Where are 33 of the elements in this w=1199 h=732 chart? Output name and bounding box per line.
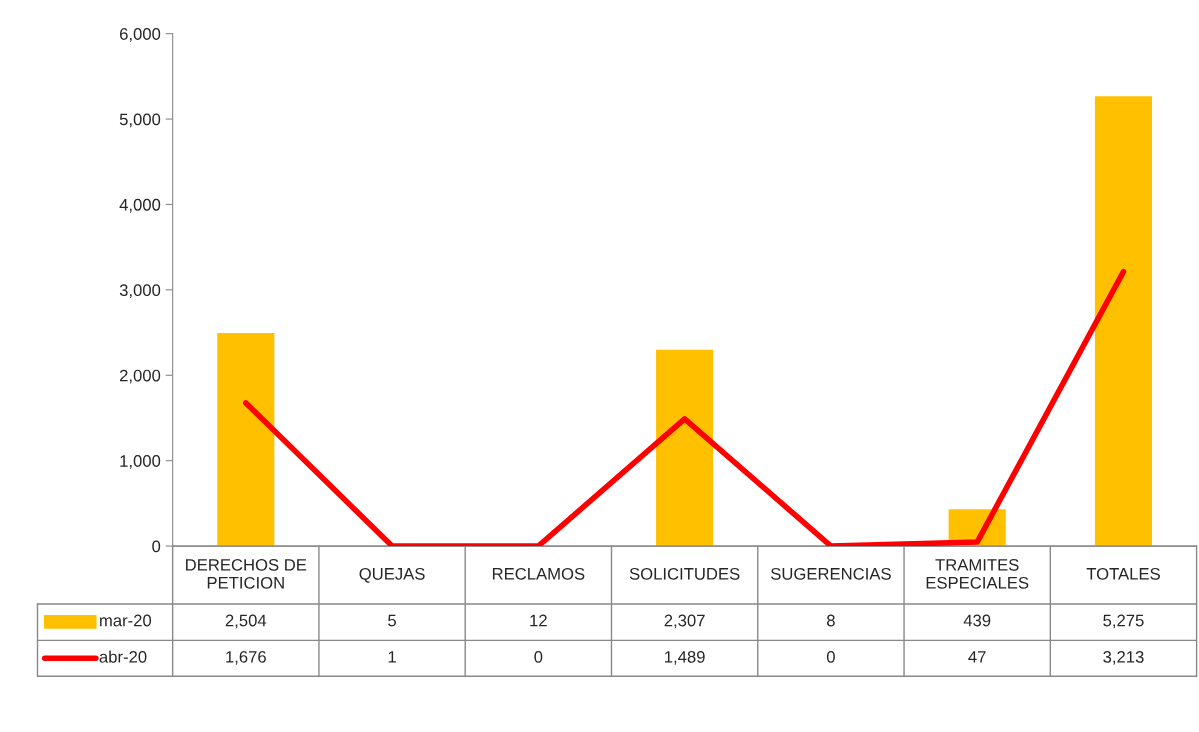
data-label: 1,676 <box>226 650 266 665</box>
legend-label: mar-20 <box>100 614 152 627</box>
data-label: 2,307 <box>664 614 705 629</box>
x-tick-label: DERECHOS DE PETICION <box>186 558 307 589</box>
data-label: 439 <box>963 614 991 627</box>
y-tick-label: 4,000 <box>119 198 161 213</box>
data-label: 3,213 <box>1103 650 1144 665</box>
data-label: 2,504 <box>225 614 267 629</box>
x-tick-label: SOLICITUDES <box>629 567 740 580</box>
x-tick-label: SUGERENCIAS <box>771 567 891 580</box>
bar <box>1093 94 1154 547</box>
data-label: 5,275 <box>1103 614 1144 629</box>
data-label: 5 <box>388 614 397 627</box>
x-tick-label: QUEJAS <box>359 567 425 583</box>
legend-label: abr-20 <box>99 650 147 663</box>
bar <box>215 331 276 547</box>
y-tick-label: 1,000 <box>120 455 161 469</box>
data-label: 1 <box>388 651 396 663</box>
x-tick-label: TRAMITES ESPECIALES <box>926 558 1029 589</box>
data-label: 12 <box>530 614 547 627</box>
data-label: 8 <box>827 614 835 627</box>
data-label: 47 <box>968 651 986 663</box>
x-tick-label: TOTALES <box>1086 567 1160 580</box>
data-label: 0 <box>826 650 835 663</box>
bar <box>654 348 715 547</box>
data-label: 1,489 <box>665 650 705 665</box>
data-label: 0 <box>534 650 543 663</box>
y-tick-label: 5,000 <box>119 113 161 128</box>
y-tick-label: 0 <box>152 540 161 553</box>
y-tick-label: 6,000 <box>119 28 161 42</box>
y-tick-label: 3,000 <box>119 284 161 299</box>
x-tick-label: RECLAMOS <box>492 567 585 580</box>
y-tick-label: 2,000 <box>119 369 161 384</box>
